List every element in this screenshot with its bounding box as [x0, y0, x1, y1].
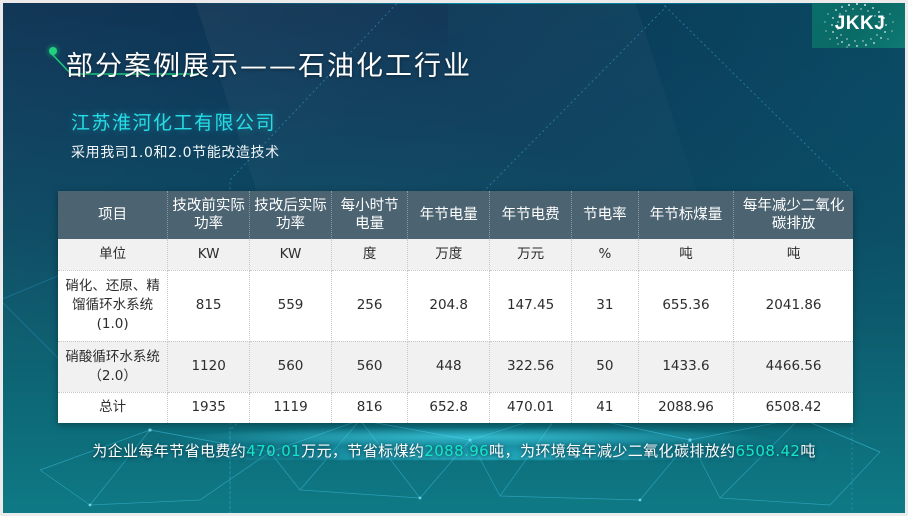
unit-cell: KW: [167, 239, 251, 271]
row-cell: 147.45: [489, 270, 573, 342]
table-row-total: 总计 1935 1119 816 652.8 470.01 41 2088.96…: [58, 392, 853, 423]
summary-part-3: 吨，为环境每年减少二氧化碳排放约: [489, 442, 736, 460]
row-cell: 652.8: [407, 392, 491, 423]
row-cell: 2088.96: [638, 392, 735, 423]
th-power-before: 技改前实际功率: [167, 191, 251, 240]
row-cell: 2041.86: [733, 270, 853, 342]
row-cell: 1119: [249, 392, 332, 423]
summary-part-1: 为企业每年节省电费约: [92, 442, 247, 460]
table-row: 单位 KW KW 度 万度 万元 % 吨 吨: [58, 239, 853, 271]
row-cell: 256: [331, 270, 409, 342]
th-annual-kwh: 年节电量: [407, 191, 491, 240]
title-bullet-dot: [49, 47, 57, 55]
table-row: 硝化、还原、精馏循环水系统(1.0) 815 559 256 204.8 147…: [58, 270, 853, 342]
th-hourly-saving: 每小时节电量: [331, 191, 409, 240]
summary-value-co2: 6508.42: [735, 442, 801, 460]
row-cell: 559: [249, 270, 332, 342]
row-cell: 4466.56: [733, 341, 853, 393]
table-header-row: 项目 技改前实际功率 技改后实际功率 每小时节电量 年节电量 年节电费 节电率 …: [58, 191, 853, 240]
th-annual-cost: 年节电费: [489, 191, 573, 240]
top-glow-strip: [0, 0, 908, 4]
unit-cell: KW: [249, 239, 332, 271]
summary-value-cost: 470.01: [246, 442, 302, 460]
th-annual-co2: 每年减少二氧化碳排放: [733, 191, 853, 240]
row-cell: 816: [331, 392, 409, 423]
row-cell: 50: [571, 341, 639, 393]
summary-glow-band: [120, 424, 818, 450]
row-cell: 560: [249, 341, 332, 393]
summary-text: 为企业每年节省电费约470.01万元，节省标煤约2088.96吨，为环境每年减少…: [0, 440, 908, 461]
company-name: 江苏淮河化工有限公司: [71, 112, 277, 134]
row-cell: 31: [571, 270, 639, 342]
table-row: 硝酸循环水系统 （2.0） 1120 560 560 448 322.56 50…: [58, 341, 853, 393]
row-label: 硝化、还原、精馏循环水系统(1.0): [58, 270, 169, 342]
row-cell: 470.01: [489, 392, 573, 423]
th-saving-rate: 节电率: [571, 191, 639, 240]
brand-logo-text: JKKJ: [834, 13, 886, 34]
row-cell: 6508.42: [733, 392, 853, 423]
th-power-after: 技改后实际功率: [249, 191, 332, 240]
row-cell: 322.56: [489, 341, 573, 393]
page-title: 部分案例展示——石油化工行业: [66, 51, 472, 82]
summary-part-2: 万元，节省标煤约: [301, 442, 425, 460]
tech-tagline: 采用我司1.0和2.0节能改造技术: [71, 145, 280, 161]
row-cell: 1935: [167, 392, 251, 423]
th-project: 项目: [58, 191, 169, 240]
unit-row-label: 单位: [58, 239, 169, 271]
unit-cell: 吨: [733, 239, 853, 271]
unit-cell: 万度: [407, 239, 491, 271]
row-cell: 815: [167, 270, 251, 342]
row-cell: 1433.6: [638, 341, 735, 393]
unit-cell: 度: [331, 239, 409, 271]
unit-cell: %: [571, 239, 639, 271]
summary-value-coal: 2088.96: [424, 442, 490, 460]
row-cell: 41: [571, 392, 639, 423]
case-data-table: 项目 技改前实际功率 技改后实际功率 每小时节电量 年节电量 年节电费 节电率 …: [58, 191, 853, 423]
row-cell: 1120: [167, 341, 251, 393]
brand-logo: JKKJ: [812, 0, 908, 48]
unit-cell: 吨: [638, 239, 735, 271]
title-underline-rule: [51, 53, 199, 75]
row-cell: 204.8: [407, 270, 491, 342]
row-cell: 560: [331, 341, 409, 393]
row-label: 硝酸循环水系统 （2.0）: [58, 341, 169, 393]
row-label: 总计: [58, 392, 169, 423]
summary-part-4: 吨: [800, 442, 816, 460]
row-cell: 448: [407, 341, 491, 393]
row-cell: 655.36: [638, 270, 735, 342]
unit-cell: 万元: [489, 239, 573, 271]
th-annual-coal: 年节标煤量: [638, 191, 735, 240]
